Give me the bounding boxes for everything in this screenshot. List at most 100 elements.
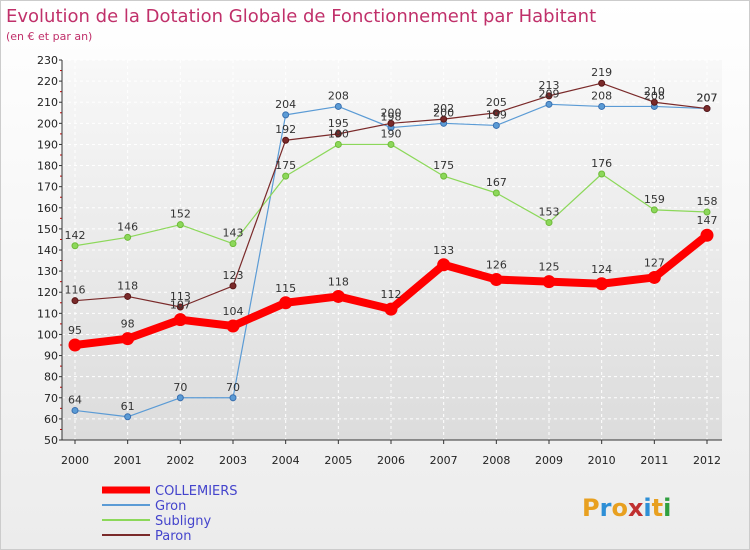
data-label-subligny: 190 (328, 127, 349, 140)
data-point-paron (387, 119, 395, 127)
data-label-gron: 64 (68, 393, 82, 406)
y-tick-label: 130 (37, 265, 58, 278)
data-point-gron (598, 102, 606, 110)
data-label-paron: 202 (433, 102, 454, 115)
y-tick-label: 180 (37, 160, 58, 173)
data-label-subligny: 175 (275, 159, 296, 172)
data-label-paron: 207 (697, 92, 718, 105)
data-label-subligny: 190 (381, 127, 402, 140)
data-point-paron (598, 79, 606, 87)
legend-label-subligny: Subligny (155, 514, 211, 529)
data-label-paron: 219 (591, 66, 612, 79)
data-point-gron (124, 413, 132, 421)
logo-letter: o (611, 494, 628, 522)
y-tick-label: 80 (44, 371, 58, 384)
data-point-collemiers (647, 270, 661, 284)
y-tick-label: 200 (37, 117, 58, 130)
x-tick-label: 2004 (272, 454, 300, 467)
data-point-collemiers (331, 289, 345, 303)
data-label-subligny: 152 (170, 208, 191, 221)
data-point-subligny (229, 240, 237, 248)
data-label-collemiers: 125 (539, 261, 560, 274)
x-tick-label: 2008 (482, 454, 510, 467)
data-point-paron (176, 303, 184, 311)
data-label-paron: 205 (486, 96, 507, 109)
y-tick-label: 60 (44, 413, 58, 426)
data-label-subligny: 146 (117, 220, 138, 233)
x-tick-label: 2007 (430, 454, 458, 467)
data-label-gron: 200 (433, 106, 454, 119)
data-label-subligny: 143 (223, 227, 244, 240)
data-point-collemiers (68, 338, 82, 352)
x-tick-label: 2000 (61, 454, 89, 467)
data-point-gron (545, 100, 553, 108)
proxiti-logo-text: Proxiti (582, 494, 671, 522)
data-label-collemiers: 127 (644, 256, 665, 269)
y-tick-label: 110 (37, 307, 58, 320)
data-label-paron: 195 (328, 117, 349, 130)
data-label-gron: 199 (486, 108, 507, 121)
data-point-collemiers (279, 296, 293, 310)
data-label-paron: 116 (65, 284, 86, 297)
data-label-collemiers: 112 (381, 288, 402, 301)
y-tick-label: 230 (37, 54, 58, 67)
proxiti-logo: Proxiti (582, 494, 671, 522)
y-tick-label: 170 (37, 181, 58, 194)
data-point-paron (334, 130, 342, 138)
data-label-collemiers: 133 (433, 244, 454, 257)
data-point-collemiers (700, 228, 714, 242)
legend-label-collemiers: COLLEMIERS (155, 484, 238, 499)
data-label-subligny: 159 (644, 193, 665, 206)
data-point-subligny (703, 208, 711, 216)
data-label-paron: 213 (539, 79, 560, 92)
x-tick-label: 2006 (377, 454, 405, 467)
data-label-paron: 200 (381, 106, 402, 119)
chart-title: Evolution de la Dotation Globale de Fonc… (6, 6, 596, 27)
logo-letter: i (663, 494, 671, 522)
y-tick-label: 150 (37, 223, 58, 236)
x-tick-label: 2005 (324, 454, 352, 467)
data-label-subligny: 142 (65, 229, 86, 242)
chart-subtitle: (en € et par an) (6, 30, 92, 43)
x-tick-label: 2001 (114, 454, 142, 467)
data-point-collemiers (437, 258, 451, 272)
data-point-collemiers (173, 313, 187, 327)
data-label-collemiers: 104 (223, 305, 244, 318)
data-point-subligny (334, 140, 342, 148)
data-label-gron: 208 (644, 89, 665, 102)
data-point-paron (545, 92, 553, 100)
data-point-paron (650, 98, 658, 106)
data-label-gron: 70 (173, 381, 187, 394)
data-point-gron (71, 406, 79, 414)
series-layer (68, 79, 714, 421)
data-point-subligny (545, 219, 553, 227)
data-point-subligny (176, 221, 184, 229)
legend-label-paron: Paron (155, 529, 191, 544)
data-point-gron (229, 394, 237, 402)
data-label-gron: 198 (381, 111, 402, 124)
data-label-subligny: 176 (591, 157, 612, 170)
y-tick-label: 140 (37, 244, 58, 257)
x-tick-label: 2010 (588, 454, 616, 467)
y-tick-label: 210 (37, 96, 58, 109)
logo-letter: i (643, 494, 651, 522)
data-point-paron (71, 297, 79, 305)
data-label-subligny: 153 (539, 206, 560, 219)
data-point-paron (703, 105, 711, 113)
data-label-gron: 204 (275, 98, 296, 111)
data-point-gron (282, 111, 290, 119)
y-tick-label: 90 (44, 350, 58, 363)
data-label-paron: 210 (644, 85, 665, 98)
data-point-subligny (492, 189, 500, 197)
data-point-collemiers (384, 302, 398, 316)
x-tick-label: 2002 (166, 454, 194, 467)
data-label-subligny: 167 (486, 176, 507, 189)
legend-label-gron: Gron (155, 499, 186, 514)
data-label-collemiers: 95 (68, 324, 82, 337)
logo-letter: P (582, 494, 600, 522)
data-label-paron: 118 (117, 279, 138, 292)
data-label-collemiers: 147 (697, 214, 718, 227)
